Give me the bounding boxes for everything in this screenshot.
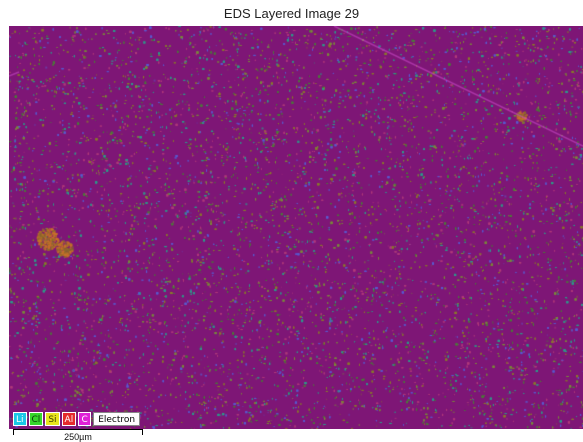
legend-chip-cl: Cl [28,412,44,426]
scale-bar [13,429,143,435]
legend-chip-li: Li [13,412,27,426]
image-title: EDS Layered Image 29 [223,6,360,21]
eds-map-canvas [9,26,583,429]
legend-chip-electron: Electron [93,412,141,426]
scale-bar-label: 250µm [64,432,92,442]
eds-layered-map: Li Cl Si Al C Electron [9,26,583,429]
legend-chip-si: Si [45,412,60,426]
legend-chip-c: C [78,412,92,426]
element-legend: Li Cl Si Al C Electron [13,412,141,426]
legend-chip-al: Al [61,412,77,426]
